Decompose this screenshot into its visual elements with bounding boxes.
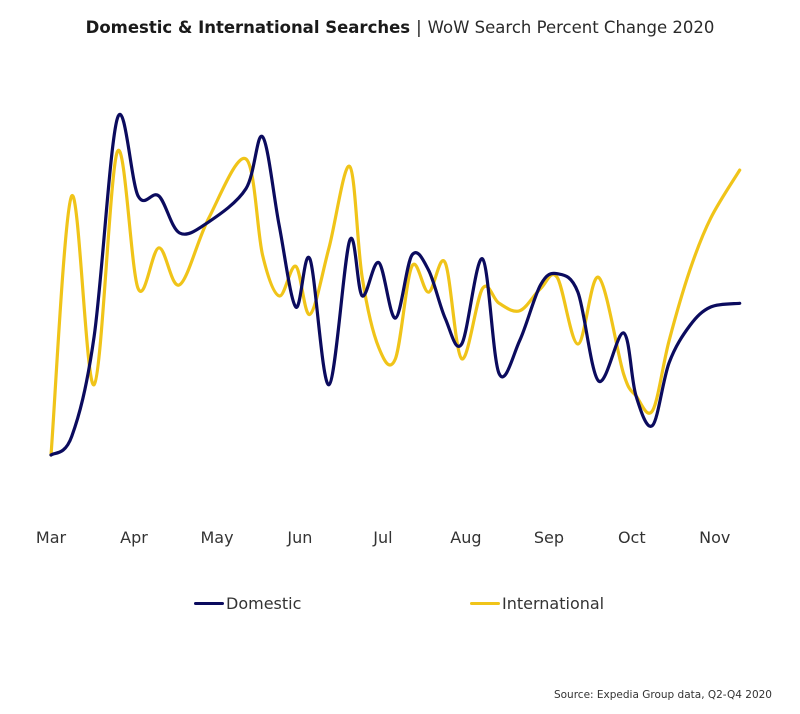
- x-tick-label-sep: Sep: [534, 528, 564, 547]
- x-tick-label-oct: Oct: [618, 528, 646, 547]
- x-tick-label-nov: Nov: [699, 528, 730, 547]
- source-note: Source: Expedia Group data, Q2-Q4 2020: [553, 689, 772, 701]
- x-tick-label-apr: Apr: [120, 528, 148, 547]
- legend-swatch-international: [470, 602, 500, 605]
- x-tick-label-mar: Mar: [36, 528, 67, 547]
- title-main: Domestic & International Searches: [85, 18, 411, 37]
- x-tick-label-may: May: [200, 528, 233, 547]
- title-separator: |: [416, 18, 422, 37]
- legend: Domestic International: [0, 594, 800, 618]
- chart-title: Domestic & International Searches | WoW Se…: [0, 18, 800, 37]
- legend-label-domestic: Domestic: [226, 594, 302, 613]
- x-tick-label-jul: Jul: [372, 528, 392, 547]
- title-subtitle: WoW Search Percent Change 2020: [427, 18, 715, 37]
- x-tick-label-aug: Aug: [450, 528, 481, 547]
- legend-item-domestic: Domestic: [194, 594, 301, 613]
- series-line-domestic: [49, 113, 742, 457]
- legend-swatch-domestic: [194, 602, 224, 605]
- series-line-international: [49, 148, 742, 457]
- legend-label-international: International: [502, 594, 605, 613]
- legend-item-international: International: [470, 594, 604, 613]
- x-tick-label-jun: Jun: [286, 528, 312, 547]
